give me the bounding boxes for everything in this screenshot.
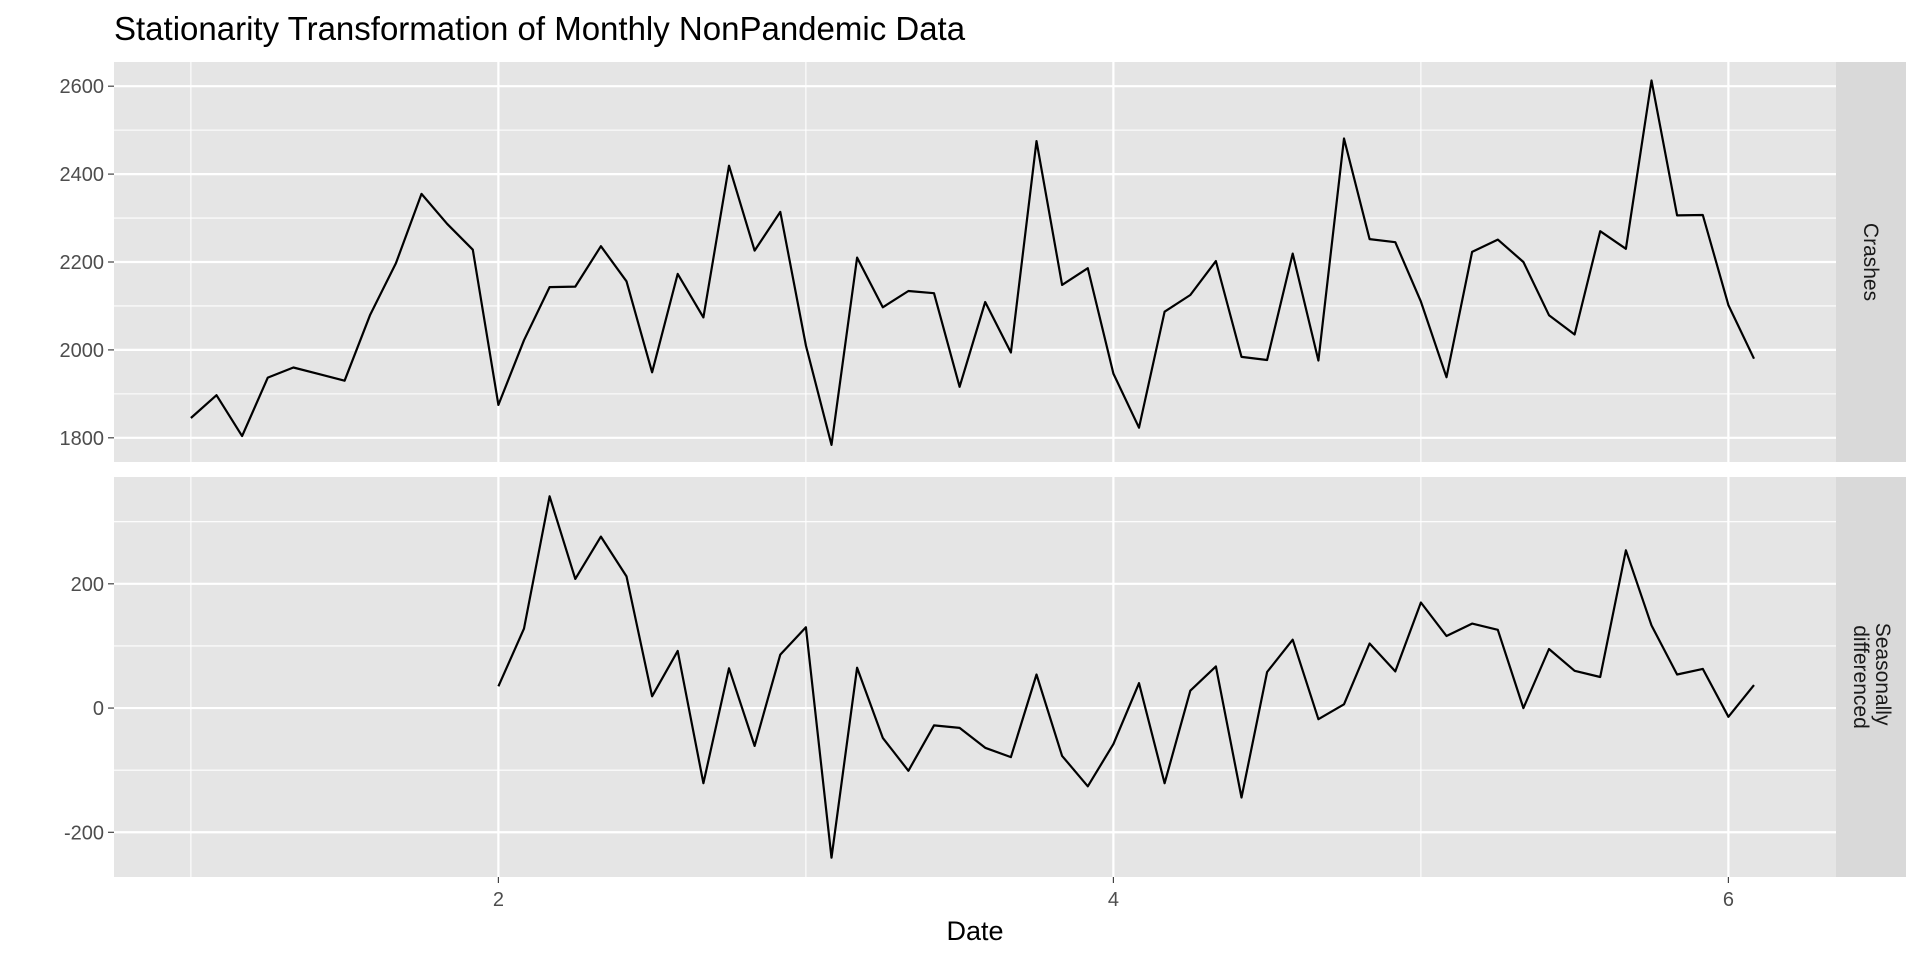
- facet-seasonally-differenced: -200 0 200 Seasonally differenced: [64, 477, 1906, 877]
- chart-title: Stationarity Transformation of Monthly N…: [114, 10, 966, 47]
- y-tick-label: -200: [64, 822, 104, 844]
- y-tick-label: 0: [93, 698, 104, 720]
- series-line-crashes: [190, 79, 1755, 446]
- strip-label-differenced: Seasonally differenced: [1849, 623, 1894, 732]
- y-tick-label: 2000: [60, 340, 105, 362]
- x-tick-label: 2: [493, 889, 504, 911]
- gridlines-crashes: [114, 62, 1836, 462]
- facet-crashes: 1800 2000 2200 2400 2600 Crashes: [60, 62, 1906, 462]
- y-tick-label: 2400: [60, 164, 105, 186]
- gridlines-differenced: [114, 477, 1836, 877]
- strip-label-crashes: Crashes: [1859, 223, 1882, 301]
- x-axis-title: Date: [946, 916, 1003, 946]
- y-axis-differenced: -200 0 200: [64, 574, 114, 844]
- y-axis-crashes: 1800 2000 2200 2400 2600: [60, 76, 114, 450]
- y-tick-label: 2600: [60, 76, 105, 98]
- x-axis: 2 4 6: [493, 877, 1734, 911]
- x-tick-label: 6: [1723, 889, 1734, 911]
- strip-differenced: [1836, 477, 1906, 877]
- strip-crashes: [1836, 62, 1906, 462]
- strip-label-differenced-line-1: Seasonally: [1871, 623, 1894, 726]
- y-tick-label: 2200: [60, 252, 105, 274]
- x-tick-label: 4: [1108, 889, 1119, 911]
- panel-background-differenced: [114, 477, 1836, 877]
- y-tick-label: 1800: [60, 428, 105, 450]
- strip-label-differenced-line-2: differenced: [1849, 625, 1872, 729]
- series-line-differenced: [497, 495, 1755, 859]
- y-tick-label: 200: [71, 574, 104, 596]
